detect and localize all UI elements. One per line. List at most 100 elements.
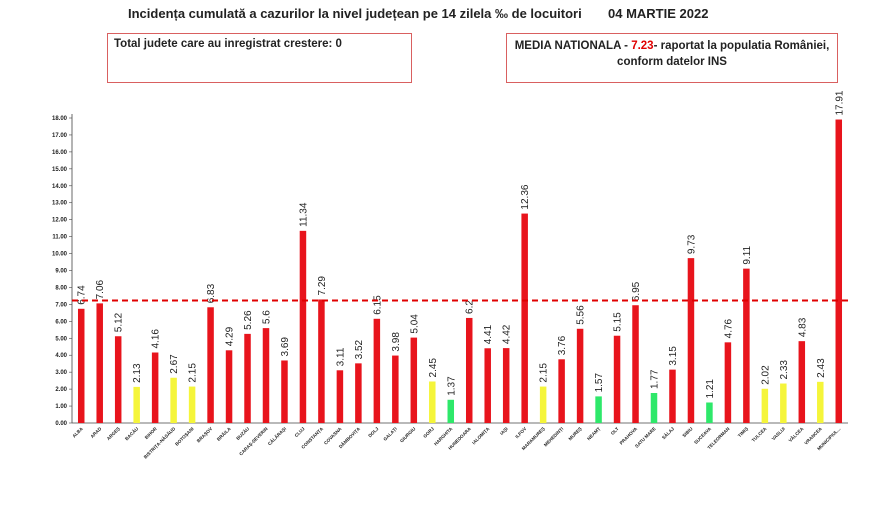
category-label: IALOMIȚA [471, 426, 491, 446]
bar-value-label: 1.77 [650, 369, 661, 389]
bar-value-label: 17.91 [834, 90, 845, 115]
national-average-box: MEDIA NATIONALA - 7.23- raportat la popu… [506, 33, 838, 83]
bar-value-label: 1.37 [446, 376, 457, 396]
bar [706, 402, 713, 423]
bar [835, 119, 843, 424]
category-label: BIHOR [144, 426, 158, 440]
y-tick-label: 4.00 [55, 353, 67, 359]
chart-title: Incidența cumulată a cazurilor la nivel … [128, 6, 582, 21]
bar [225, 350, 233, 423]
bar-value-label: 2.15 [539, 363, 550, 383]
bar-value-label: 5.6 [262, 310, 273, 324]
growth-info-text: Total judete care au inregistrat crester… [114, 38, 342, 50]
category-label: OLT [610, 426, 620, 436]
growth-info-box: Total judete care au inregistrat crester… [107, 33, 412, 83]
bar-value-label: 2.15 [188, 363, 199, 383]
category-label: CLUJ [294, 426, 306, 438]
bar [669, 369, 676, 423]
y-tick-label: 17.00 [52, 133, 68, 139]
national-average-line2: conform datelor INS [617, 56, 727, 68]
category-label: GORJ [422, 426, 435, 439]
bar [743, 268, 750, 423]
bar-value-label: 2.13 [132, 363, 143, 383]
bar [188, 386, 196, 423]
bar-value-label: 4.83 [797, 317, 808, 337]
bar [336, 370, 344, 423]
y-tick-label: 11.00 [52, 235, 67, 241]
bar-value-label: 2.45 [428, 358, 439, 378]
bar-value-label: 3.15 [668, 346, 679, 366]
bar-value-label: 9.73 [686, 234, 697, 254]
category-label: ARAD [89, 426, 102, 439]
bar-value-label: 3.69 [280, 337, 291, 357]
bar-value-label: 1.57 [594, 372, 605, 392]
bar [484, 348, 491, 423]
category-label: SIBIU [681, 426, 694, 439]
bar [429, 381, 436, 423]
bar [576, 328, 584, 423]
bar-value-label: 3.76 [557, 335, 568, 355]
bar [281, 360, 288, 423]
bar-value-label: 9.11 [742, 245, 753, 264]
bar-value-label: 4.76 [723, 318, 734, 338]
bar [687, 258, 695, 423]
bar-value-label: 7.29 [317, 276, 328, 296]
bar [151, 352, 159, 423]
bar-value-label: 5.56 [576, 305, 587, 325]
bar-value-label: 6.83 [206, 283, 217, 303]
bar [761, 388, 769, 423]
bar-value-label: 6.74 [77, 285, 88, 305]
bar-value-label: 6.95 [631, 281, 642, 301]
bar-value-label: 5.12 [114, 312, 125, 332]
category-label: BRAȘOV [196, 426, 215, 445]
category-label: DOLJ [367, 426, 380, 439]
bar [392, 355, 399, 423]
bar-value-label: 5.15 [613, 312, 624, 332]
bar-value-label: 4.42 [502, 324, 513, 344]
y-tick-label: 6.00 [55, 319, 67, 325]
bar [114, 336, 122, 423]
bar [373, 318, 381, 423]
y-tick-label: 0.00 [55, 421, 67, 427]
bar [410, 337, 418, 423]
category-label: TULCEA [751, 426, 768, 443]
category-label: BUZĂU [235, 425, 251, 441]
category-label: MUREȘ [568, 426, 584, 442]
y-tick-label: 10.00 [52, 252, 68, 258]
bar [780, 383, 787, 423]
bar-value-label: 4.16 [151, 329, 162, 349]
category-label: VASLUI [771, 426, 786, 441]
bar-value-label: 3.52 [354, 339, 365, 359]
bar [262, 328, 270, 423]
bar-value-label: 2.33 [779, 360, 790, 380]
bar [539, 386, 547, 423]
bar-value-label: 3.11 [335, 347, 346, 366]
category-label: GALAȚI [382, 426, 398, 442]
bar-value-label: 2.43 [816, 358, 827, 378]
bar-value-label: 5.26 [243, 310, 254, 330]
category-label: IAȘI [499, 426, 510, 437]
bar-value-label: 4.41 [483, 324, 494, 344]
bar-value-label: 6.15 [372, 295, 383, 315]
category-label: TIMIȘ [737, 426, 750, 439]
category-label: ALBA [71, 426, 84, 439]
national-average-value: 7.23 [631, 40, 654, 52]
category-label: BACĂU [123, 425, 139, 441]
category-label: ARGEȘ [106, 426, 122, 442]
bar [77, 308, 85, 423]
y-tick-label: 7.00 [55, 302, 67, 308]
bar [798, 341, 806, 423]
category-label: MEHEDINȚI [543, 426, 564, 447]
category-label: BOTOȘANI [174, 426, 195, 447]
bar [650, 393, 658, 423]
bar-value-label: 6.2 [465, 300, 476, 314]
bar-value-label: 4.29 [225, 326, 236, 346]
bar [558, 359, 565, 423]
bar [355, 363, 362, 423]
bar [465, 317, 473, 423]
y-tick-label: 16.00 [52, 150, 68, 156]
y-tick-label: 15.00 [52, 167, 68, 173]
bar [521, 213, 528, 423]
category-label: CĂLĂRAȘI [266, 425, 288, 447]
bar [96, 303, 103, 423]
